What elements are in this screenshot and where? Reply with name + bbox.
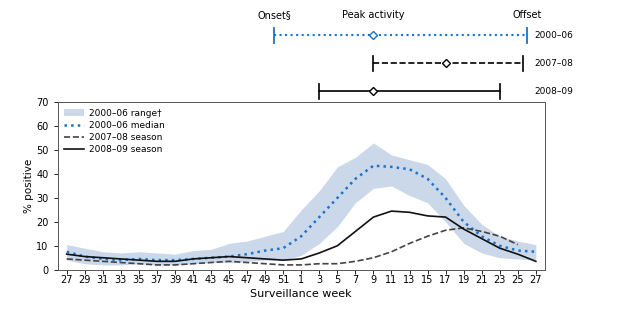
Text: 2007–08: 2007–08 [534, 59, 573, 68]
Legend: 2000–06 range†, 2000–06 median, 2007–08 season, 2008–09 season: 2000–06 range†, 2000–06 median, 2007–08 … [62, 107, 167, 156]
Text: Offset: Offset [512, 11, 542, 20]
Text: 2000–06: 2000–06 [534, 31, 573, 40]
Text: Peak activity: Peak activity [342, 11, 404, 20]
Text: 2008–09: 2008–09 [534, 86, 573, 96]
X-axis label: Surveillance week: Surveillance week [251, 290, 352, 299]
Y-axis label: % positive: % positive [24, 159, 33, 213]
Text: Onset§: Onset§ [257, 11, 291, 20]
